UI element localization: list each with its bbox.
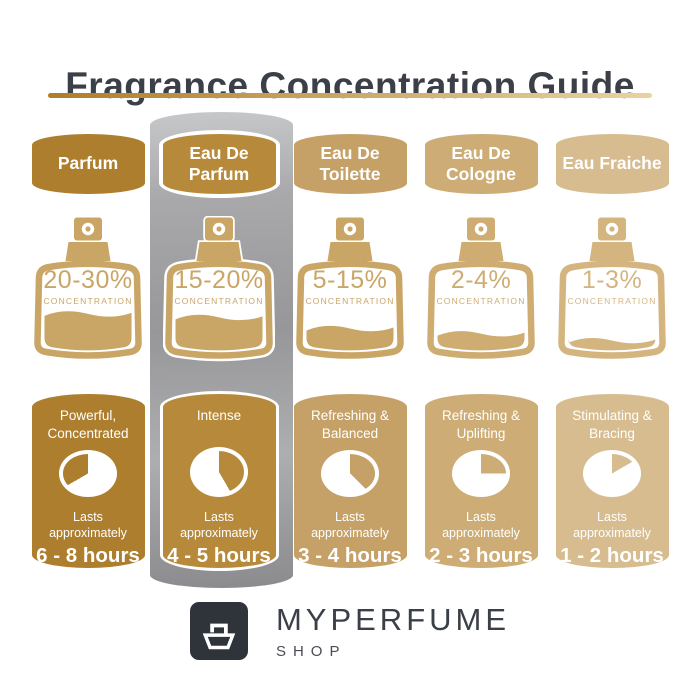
duration-hours: 2 - 3 hours <box>429 544 533 567</box>
lasts-label: Lasts approximately <box>573 509 651 540</box>
character-description: Stimulating & Bracing <box>572 408 652 441</box>
concentration-label: CONCENTRATION <box>305 296 395 306</box>
perfume-bottle-icon <box>294 216 406 362</box>
perfume-bottle-icon <box>163 216 275 362</box>
bottle-figure: 20-30% CONCENTRATION <box>32 216 144 364</box>
concentration-text: 15-20% CONCENTRATION <box>163 266 275 307</box>
duration-card: Stimulating & Bracing Lasts approximatel… <box>555 394 669 568</box>
character-description: Powerful, Concentrated <box>47 408 129 441</box>
bottle-figure: 2-4% CONCENTRATION <box>425 216 537 364</box>
clock-pie-icon <box>452 450 510 497</box>
brand-subtitle: SHOP <box>275 643 347 660</box>
clock-pie-icon <box>59 450 117 497</box>
fragrance-name-label: Eau De Parfum <box>188 142 250 184</box>
perfume-bottle-icon <box>32 216 144 362</box>
fragrance-name-badge: Eau De Cologne <box>424 134 538 194</box>
lasts-label: Lasts approximately <box>442 509 520 540</box>
clock-pie-icon <box>583 450 641 497</box>
duration-card: Refreshing & Balanced Lasts approximatel… <box>293 394 407 568</box>
character-description: Refreshing & Uplifting <box>441 408 521 441</box>
bottle-figure: 1-3% CONCENTRATION <box>556 216 668 364</box>
duration-card: Refreshing & Uplifting Lasts approximate… <box>424 394 538 568</box>
fragrance-name-badge: Parfum <box>31 134 145 194</box>
fragrance-name-label: Eau De Toilette <box>319 142 381 184</box>
character-description: Refreshing & Balanced <box>310 408 390 441</box>
fragrance-name-label: Eau De Cologne <box>446 142 516 184</box>
concentration-text: 2-4% CONCENTRATION <box>425 266 537 307</box>
concentration-range: 1-3% <box>581 266 643 294</box>
duration-card: Intense Lasts approximately 4 - 5 hours <box>162 394 276 568</box>
brand-name: MYPERFUME <box>275 602 511 637</box>
concentration-label: CONCENTRATION <box>174 296 264 306</box>
column-eau-de-cologne: Eau De Cologne 2-4% CONCENTRATION <box>424 134 538 568</box>
duration-card: Powerful, Concentrated Lasts approximate… <box>31 394 145 568</box>
column-eau-fraiche: Eau Fraiche 1-3% CONCENTRATION <box>555 134 669 568</box>
fragrance-columns: Parfum 20-30% CONCENTRATION <box>0 134 700 568</box>
clock-pie-icon <box>190 446 248 497</box>
duration-hours: 1 - 2 hours <box>560 544 664 567</box>
concentration-text: 1-3% CONCENTRATION <box>556 266 668 307</box>
perfume-crown-glyph <box>202 623 236 650</box>
title-underline <box>48 93 652 98</box>
duration-hours: 3 - 4 hours <box>298 544 402 567</box>
concentration-text: 20-30% CONCENTRATION <box>32 266 144 307</box>
lasts-label: Lasts approximately <box>180 509 258 540</box>
duration-hours: 4 - 5 hours <box>167 544 271 567</box>
bottle-figure: 5-15% CONCENTRATION <box>294 216 406 364</box>
brand-text: MYPERFUME SHOP <box>276 602 510 660</box>
clock-pie-icon <box>321 450 379 497</box>
concentration-label: CONCENTRATION <box>43 296 133 306</box>
bottle-figure: 15-20% CONCENTRATION <box>163 216 275 364</box>
column-parfum: Parfum 20-30% CONCENTRATION <box>31 134 145 568</box>
fragrance-name-badge: Eau Fraiche <box>555 134 669 194</box>
fragrance-name-label: Parfum <box>57 153 119 174</box>
concentration-label: CONCENTRATION <box>436 296 526 306</box>
fragrance-name-badge: Eau De Parfum <box>162 134 276 194</box>
fragrance-name-badge: Eau De Toilette <box>293 134 407 194</box>
brand-footer: MYPERFUME SHOP <box>0 602 700 660</box>
perfume-bottle-icon <box>425 216 537 362</box>
duration-hours: 6 - 8 hours <box>36 544 140 567</box>
perfume-bottle-icon <box>556 216 668 362</box>
concentration-range: 20-30% <box>43 266 133 294</box>
concentration-range: 5-15% <box>312 266 388 294</box>
concentration-text: 5-15% CONCENTRATION <box>294 266 406 307</box>
lasts-label: Lasts approximately <box>311 509 389 540</box>
concentration-label: CONCENTRATION <box>567 296 657 306</box>
concentration-range: 2-4% <box>450 266 512 294</box>
column-eau-de-parfum: Eau De Parfum 15-20% CONCENTRATION <box>162 134 276 568</box>
character-description: Intense <box>196 408 242 423</box>
fragrance-name-label: Eau Fraiche <box>562 153 662 174</box>
column-eau-de-toilette: Eau De Toilette 5-15% CONCENTRATION <box>293 134 407 568</box>
concentration-range: 15-20% <box>174 266 264 294</box>
brand-logo-icon <box>189 602 248 660</box>
page-title: Fragrance Concentration Guide <box>65 64 635 106</box>
lasts-label: Lasts approximately <box>49 509 127 540</box>
